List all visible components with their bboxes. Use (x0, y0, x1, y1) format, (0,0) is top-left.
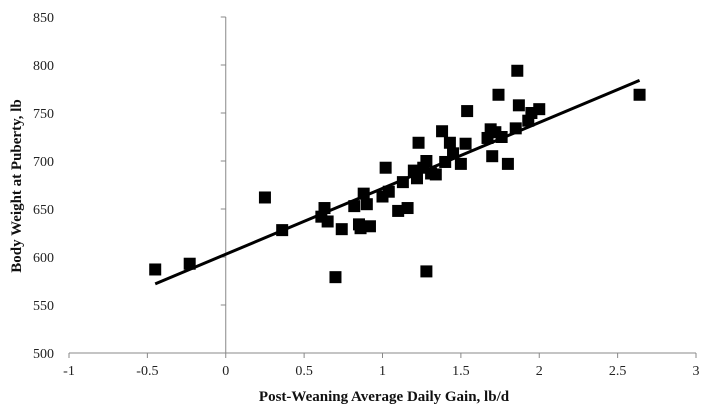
x-tick-label: -1 (63, 364, 75, 379)
data-point (492, 88, 505, 101)
data-point (486, 150, 499, 163)
x-axis-title: Post-Weaning Average Daily Gain, lb/d (259, 389, 510, 405)
data-point (335, 223, 348, 236)
x-tick-label: 0.5 (295, 364, 313, 379)
data-point (360, 198, 373, 211)
data-point (348, 200, 361, 213)
data-point (379, 161, 392, 174)
data-point (633, 88, 646, 101)
data-point (509, 122, 522, 135)
y-tick-label: 800 (33, 59, 54, 74)
data-point (329, 271, 342, 284)
x-tick-label: 3 (693, 364, 700, 379)
x-tick-label: 1 (379, 364, 386, 379)
axes (68, 16, 697, 358)
data-point (459, 137, 472, 150)
data-point (420, 265, 433, 278)
data-point (436, 125, 449, 138)
y-tick-label: 500 (33, 347, 54, 362)
data-point (396, 176, 409, 189)
x-tick-label: 0 (222, 364, 229, 379)
y-tick-label: 850 (33, 11, 54, 26)
x-tick-label: 1.5 (452, 364, 470, 379)
data-point (276, 224, 289, 237)
data-point (382, 185, 395, 198)
y-axis-title: Body Weight at Puberty, lb (9, 99, 25, 273)
data-point (410, 172, 423, 185)
data-point (392, 204, 405, 217)
y-tick-label: 650 (33, 203, 54, 218)
data-point (318, 202, 331, 215)
y-tick-label: 700 (33, 155, 54, 170)
y-tick-label: 550 (33, 299, 54, 314)
data-point (501, 157, 514, 170)
data-point (495, 131, 508, 143)
data-point (461, 105, 474, 118)
x-tick-label: 2.5 (609, 364, 627, 379)
data-point (149, 263, 162, 276)
data-point (401, 202, 414, 215)
data-point (511, 64, 524, 77)
data-point (443, 136, 456, 149)
data-points (149, 64, 646, 284)
data-point (420, 155, 433, 167)
data-point (512, 99, 525, 112)
x-tick-label: 2 (536, 364, 543, 379)
data-point (258, 191, 271, 204)
data-point (454, 157, 467, 170)
data-point (429, 168, 442, 181)
data-point (354, 222, 367, 235)
data-point (321, 215, 334, 228)
data-point (183, 257, 196, 270)
tick-labels: -1 -0.5 0 0.5 1 1.5 2 2.5 3 500 550 600 650 700 750 800… (33, 11, 700, 379)
data-point (363, 220, 376, 233)
data-point (447, 147, 460, 160)
x-tick-label: -0.5 (136, 364, 158, 379)
data-point (357, 187, 370, 200)
y-tick-label: 600 (33, 251, 54, 266)
data-point (533, 103, 546, 116)
y-tick-label: 750 (33, 107, 54, 122)
data-point (412, 136, 425, 149)
